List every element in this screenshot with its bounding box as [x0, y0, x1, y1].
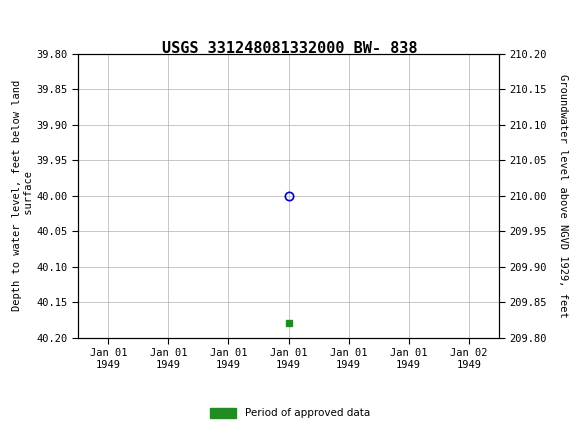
Text: USGS 331248081332000 BW- 838: USGS 331248081332000 BW- 838 [162, 41, 418, 56]
Legend: Period of approved data: Period of approved data [206, 404, 374, 423]
Y-axis label: Depth to water level, feet below land
 surface: Depth to water level, feet below land su… [12, 80, 34, 311]
Text: ≈USGS: ≈USGS [9, 8, 79, 25]
Y-axis label: Groundwater level above NGVD 1929, feet: Groundwater level above NGVD 1929, feet [558, 74, 568, 317]
